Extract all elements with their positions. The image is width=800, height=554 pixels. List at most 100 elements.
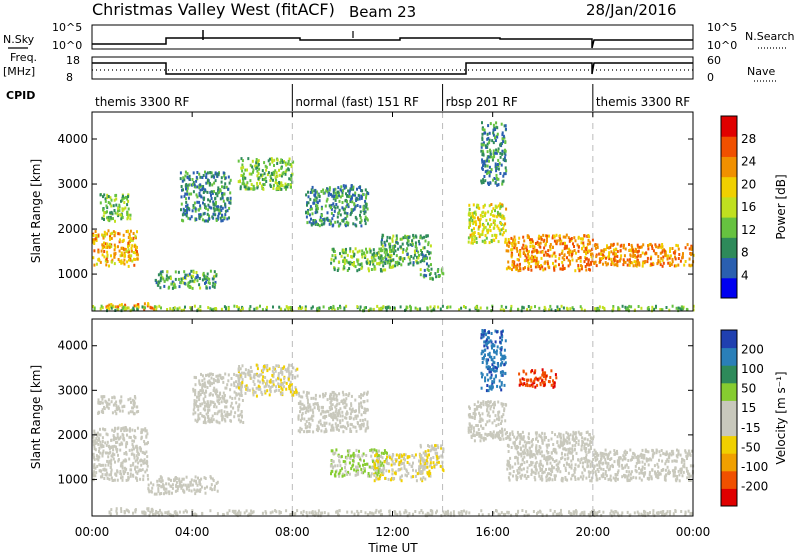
data-cell [364, 254, 367, 258]
data-cell [128, 235, 131, 239]
data-cell [530, 256, 533, 260]
data-cell [195, 271, 198, 274]
data-cell [602, 262, 604, 266]
data-cell [429, 463, 432, 466]
data-cell [280, 369, 283, 373]
data-cell [223, 399, 226, 403]
data-cell [349, 412, 352, 416]
data-cell [212, 200, 215, 204]
data-cell [111, 478, 114, 482]
data-cell [141, 510, 144, 514]
data-cell [359, 427, 362, 431]
data-cell [391, 455, 394, 459]
data-cell [160, 492, 163, 495]
data-cell [427, 243, 430, 247]
data-cell [252, 393, 255, 397]
data-cell [251, 165, 254, 169]
data-cell [147, 477, 150, 481]
data-cell [106, 242, 109, 246]
data-cell [487, 400, 490, 404]
data-cell [488, 204, 491, 208]
data-cell [568, 253, 571, 257]
data-cell [425, 462, 428, 466]
data-cell [662, 255, 665, 259]
data-cell [652, 249, 655, 253]
data-cell [307, 190, 309, 194]
data-cell [130, 254, 133, 258]
data-cell [134, 510, 137, 514]
data-cell [501, 233, 504, 237]
data-cell [170, 485, 173, 488]
data-cell [224, 176, 227, 180]
data-cell [356, 197, 359, 201]
data-cell [470, 228, 473, 232]
data-cell [132, 251, 135, 254]
data-cell [399, 245, 402, 249]
data-cell [180, 486, 183, 490]
data-cell [208, 277, 211, 281]
data-cell [601, 249, 604, 253]
data-cell [308, 403, 311, 407]
data-cell [226, 198, 229, 202]
data-cell [493, 356, 496, 360]
data-cell [159, 286, 162, 290]
data-cell [301, 306, 304, 310]
data-cell [299, 430, 302, 434]
data-cell [97, 401, 100, 405]
data-cell [203, 381, 206, 385]
data-cell [221, 414, 224, 418]
data-cell [484, 379, 487, 383]
data-cell [121, 216, 124, 219]
data-cell [369, 474, 372, 478]
data-cell [490, 240, 493, 244]
data-cell [351, 263, 354, 267]
data-cell [309, 207, 312, 211]
data-cell [619, 257, 622, 261]
data-cell [263, 389, 266, 393]
data-cell [220, 209, 223, 212]
data-cell [426, 267, 429, 271]
data-cell [479, 306, 482, 310]
data-cell [180, 195, 183, 199]
data-cell [492, 133, 495, 137]
data-cell [487, 389, 490, 393]
data-cell [122, 233, 125, 237]
data-cell [352, 185, 355, 189]
data-cell [252, 168, 255, 172]
data-cell [334, 470, 337, 474]
data-cell [471, 211, 474, 215]
data-cell [337, 423, 340, 427]
data-cell [214, 283, 217, 286]
data-cell [131, 463, 134, 467]
data-cell [426, 306, 429, 310]
data-cell [229, 196, 232, 200]
data-cell [488, 165, 491, 169]
data-cell [133, 244, 136, 248]
data-cell [335, 394, 338, 397]
data-cell [366, 258, 369, 262]
data-cell [526, 308, 529, 312]
data-cell [348, 407, 351, 411]
data-cell [276, 174, 279, 178]
data-cell [206, 380, 209, 384]
data-cell [112, 204, 115, 208]
data-cell [118, 407, 121, 411]
data-cell [406, 253, 409, 256]
data-cell [492, 128, 495, 132]
data-cell [290, 174, 293, 177]
data-cell [127, 255, 130, 258]
data-cell [131, 410, 134, 414]
data-cell [206, 386, 209, 389]
data-cell [339, 306, 342, 310]
data-cell [202, 389, 205, 393]
data-cell [507, 244, 510, 248]
data-cell [390, 259, 392, 263]
data-cell [339, 464, 342, 468]
data-cell [113, 395, 116, 399]
data-cell [361, 405, 364, 409]
data-cell [337, 414, 339, 418]
data-cell [240, 371, 243, 375]
data-cell [339, 421, 342, 425]
data-cell [547, 253, 550, 257]
data-cell [281, 388, 284, 392]
